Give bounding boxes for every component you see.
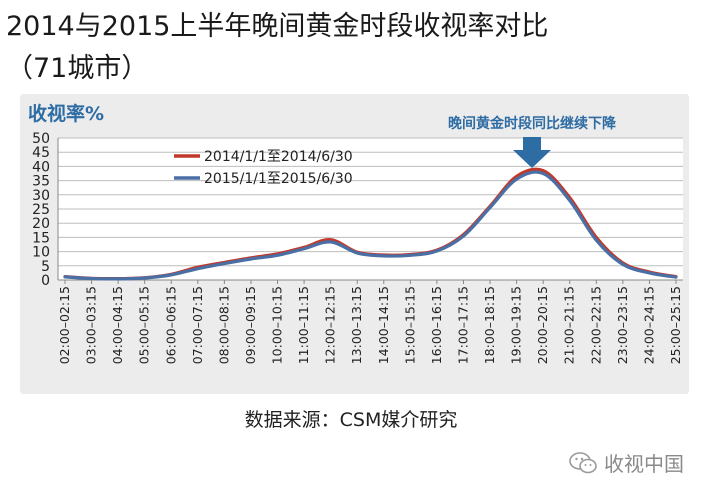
y-tick-label: 10 — [32, 245, 50, 261]
watermark: 收视中国 — [568, 448, 684, 477]
watermark-text: 收视中国 — [604, 452, 684, 476]
annotation-text: 晚间黄金时段同比继续下降 — [448, 115, 617, 132]
x-tick-label: 18:00–18:15 — [482, 286, 497, 364]
x-tick-label: 25:00–25:15 — [668, 286, 683, 364]
x-tick-label: 17:00–17:15 — [455, 286, 470, 364]
x-tick-label: 12:00–12:15 — [323, 286, 338, 364]
source-note: 数据来源：CSM媒介研究 — [244, 409, 458, 431]
y-tick-label: 25 — [32, 202, 50, 218]
wechat-icon — [569, 451, 597, 473]
x-tick-label: 13:00–13:15 — [349, 286, 364, 364]
y-tick-label: 20 — [32, 216, 50, 232]
legend-label: 2015/1/1至2015/6/30 — [204, 171, 353, 187]
x-tick-label: 09:00–09:15 — [243, 286, 258, 364]
x-tick-label: 04:00–04:15 — [110, 286, 125, 364]
chart-title: 2014与2015上半年晚间黄金时段收视率对比 — [6, 11, 549, 42]
x-tick-label: 19:00–19:15 — [509, 286, 524, 364]
x-tick-label: 10:00–10:15 — [270, 286, 285, 364]
x-tick-label: 07:00–07:15 — [190, 286, 205, 364]
x-tick-label: 02:00–02:15 — [57, 286, 72, 364]
y-tick-label: 5 — [41, 259, 50, 275]
y-axis-label: 收视率% — [28, 102, 104, 125]
x-tick-label: 21:00–21:15 — [562, 286, 577, 364]
chart-panel: 收视率% 0 5 10 15 20 25 30 35 40 45 50 02:00–02:15 03:00… — [20, 94, 689, 394]
chart-subtitle: （71城市） — [6, 53, 149, 84]
x-tick-label: 11:00–11:15 — [296, 286, 311, 364]
down-arrow-icon — [513, 137, 551, 168]
x-tick-label: 16:00–16:15 — [429, 286, 444, 364]
x-tick-label: 24:00–24:15 — [641, 286, 656, 364]
x-tick-label: 05:00–05:15 — [137, 286, 152, 364]
y-tick-label: 50 — [32, 131, 50, 147]
y-tick-label: 15 — [32, 230, 50, 246]
y-tick-label: 45 — [32, 145, 50, 161]
y-tick-label: 40 — [32, 159, 50, 175]
y-tick-label: 35 — [32, 174, 50, 190]
y-tick-label: 0 — [41, 273, 50, 289]
series-line-2 — [63, 170, 678, 281]
x-tick-label: 08:00–08:15 — [216, 286, 231, 364]
y-tick-label: 30 — [32, 188, 50, 204]
x-tick-label: 06:00–06:15 — [163, 286, 178, 364]
x-tick-label: 22:00–22:15 — [588, 286, 603, 364]
x-tick-label: 20:00–20:15 — [535, 286, 550, 364]
legend-label: 2014/1/1至2014/6/30 — [204, 149, 353, 165]
x-tick-label: 15:00–15:15 — [402, 286, 417, 364]
x-tick-label: 14:00–14:15 — [376, 286, 391, 364]
x-tick-label: 03:00–03:15 — [84, 286, 99, 364]
x-tick-label: 23:00–23:15 — [615, 286, 630, 364]
